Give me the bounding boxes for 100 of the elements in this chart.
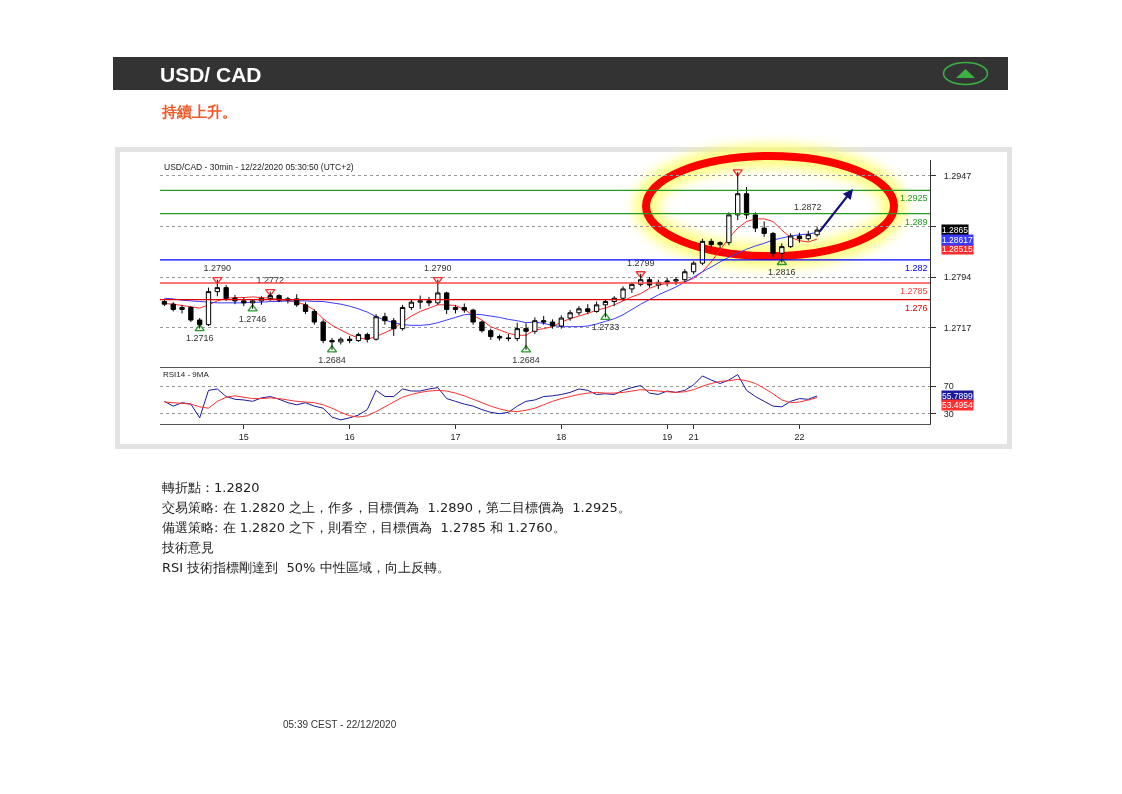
candlestick bbox=[435, 279, 441, 306]
candlestick bbox=[752, 211, 759, 233]
candlestick bbox=[805, 230, 811, 242]
annotation: 1.2872 bbox=[794, 202, 822, 212]
point bbox=[732, 169, 743, 177]
y-tick-label: 70 bbox=[943, 381, 954, 392]
chart-title: USD/ CAD bbox=[160, 62, 262, 88]
candlestick bbox=[787, 232, 794, 249]
candlestick bbox=[726, 211, 732, 246]
point bbox=[635, 271, 646, 279]
candlestick bbox=[391, 317, 397, 337]
candlestick bbox=[364, 332, 370, 344]
x-tick-label: 16 bbox=[344, 431, 355, 442]
candlestick bbox=[796, 232, 803, 244]
point bbox=[776, 257, 788, 266]
candlestick bbox=[735, 171, 741, 221]
candlestick bbox=[214, 279, 220, 297]
x-tick-label: 18 bbox=[556, 431, 567, 442]
candlestick bbox=[443, 291, 450, 315]
candlestick bbox=[179, 304, 185, 314]
candlestick bbox=[505, 333, 512, 342]
candlestick bbox=[708, 238, 714, 249]
chart-title: RSI14 - 9MA bbox=[163, 370, 210, 379]
candlestick bbox=[541, 315, 547, 326]
candlestick bbox=[197, 317, 203, 330]
candlestick bbox=[470, 308, 476, 326]
candlestick bbox=[205, 287, 212, 327]
candlestick bbox=[761, 221, 767, 238]
candlestick bbox=[567, 309, 573, 322]
candlestick bbox=[320, 318, 326, 344]
text: 轉折點：1.2820 bbox=[162, 479, 261, 497]
candlestick bbox=[302, 301, 309, 315]
candlestick bbox=[373, 313, 379, 342]
candlestick bbox=[161, 299, 168, 307]
x-tick-label: 19 bbox=[662, 431, 673, 442]
text: 技術意見 bbox=[162, 539, 215, 557]
candlestick bbox=[426, 296, 432, 307]
candlestick bbox=[673, 276, 679, 286]
candlestick bbox=[523, 322, 529, 351]
candlestick bbox=[452, 304, 459, 314]
ref-line-label: 1.2925 bbox=[900, 193, 928, 203]
candlestick bbox=[408, 299, 415, 311]
y-tick-label: 30 bbox=[943, 408, 954, 419]
x-tick-label: 21 bbox=[688, 431, 699, 442]
y-tick-label: 1.2794 bbox=[943, 272, 972, 283]
text: 55.7899 bbox=[942, 391, 973, 401]
candlestick bbox=[682, 268, 688, 283]
text: 備選策略: 在 1.2820 之下，則看空，目標價為 1.2785 和 1.2760。 bbox=[162, 519, 567, 537]
data-label: 1.2684 bbox=[512, 354, 540, 365]
data-label: 1.2790 bbox=[203, 263, 232, 274]
point bbox=[247, 304, 258, 312]
candlestick bbox=[585, 303, 591, 315]
candlestick bbox=[188, 305, 194, 323]
candlestick bbox=[593, 301, 600, 314]
candlestick bbox=[241, 297, 247, 307]
candlestick bbox=[602, 299, 609, 318]
annotation: USD/CAD - 30min - 12/22/2020 05:30:50 (UTC+2) bbox=[164, 162, 354, 172]
chart-subtitle: 持續上升。 bbox=[162, 103, 237, 122]
candlestick bbox=[488, 328, 494, 341]
candlestick bbox=[382, 312, 388, 326]
y-tick-label: 1.2717 bbox=[943, 323, 972, 334]
x-tick-label: 22 bbox=[794, 431, 805, 442]
candlestick bbox=[779, 242, 785, 264]
text: 05:39 CEST - 22/12/2020 bbox=[283, 719, 397, 730]
candlestick bbox=[355, 332, 362, 343]
candlestick bbox=[311, 308, 318, 326]
point bbox=[600, 312, 611, 321]
data-label: 1.2746 bbox=[238, 313, 267, 324]
candlestick bbox=[417, 295, 423, 310]
candlestick bbox=[576, 305, 582, 316]
candlestick bbox=[532, 316, 538, 335]
ref-line-label: 1.282 bbox=[905, 263, 928, 273]
candlestick bbox=[770, 231, 776, 258]
data-label: 1.2733 bbox=[591, 322, 620, 333]
text: 1.2865 bbox=[942, 225, 969, 235]
candlestick bbox=[496, 334, 503, 342]
text: 1.28515 bbox=[942, 244, 973, 254]
candlestick bbox=[170, 301, 176, 312]
point bbox=[212, 277, 223, 285]
ref-line-label: 1.276 bbox=[905, 303, 928, 313]
candlestick bbox=[267, 291, 273, 302]
candlestick bbox=[514, 322, 520, 342]
candlestick bbox=[461, 303, 467, 314]
candlestick bbox=[549, 318, 556, 330]
candlestick bbox=[249, 299, 256, 310]
data-label: 1.2790 bbox=[424, 263, 452, 274]
candlestick bbox=[338, 336, 344, 346]
candlestick bbox=[479, 320, 485, 334]
data-label: 1.2716 bbox=[185, 333, 214, 344]
candlestick bbox=[223, 284, 229, 302]
y-tick-label: 1.2947 bbox=[943, 171, 972, 182]
x-tick-label: 17 bbox=[450, 431, 461, 442]
candlestick bbox=[814, 226, 820, 238]
data-label: 1.2684 bbox=[318, 354, 346, 365]
candlestick bbox=[399, 304, 406, 332]
text: 1.28617 bbox=[942, 235, 973, 245]
candlestick bbox=[329, 337, 335, 351]
ref-line-label: 1.289 bbox=[905, 217, 928, 227]
candlestick bbox=[558, 314, 564, 330]
data-label: 1.2816 bbox=[768, 267, 796, 278]
